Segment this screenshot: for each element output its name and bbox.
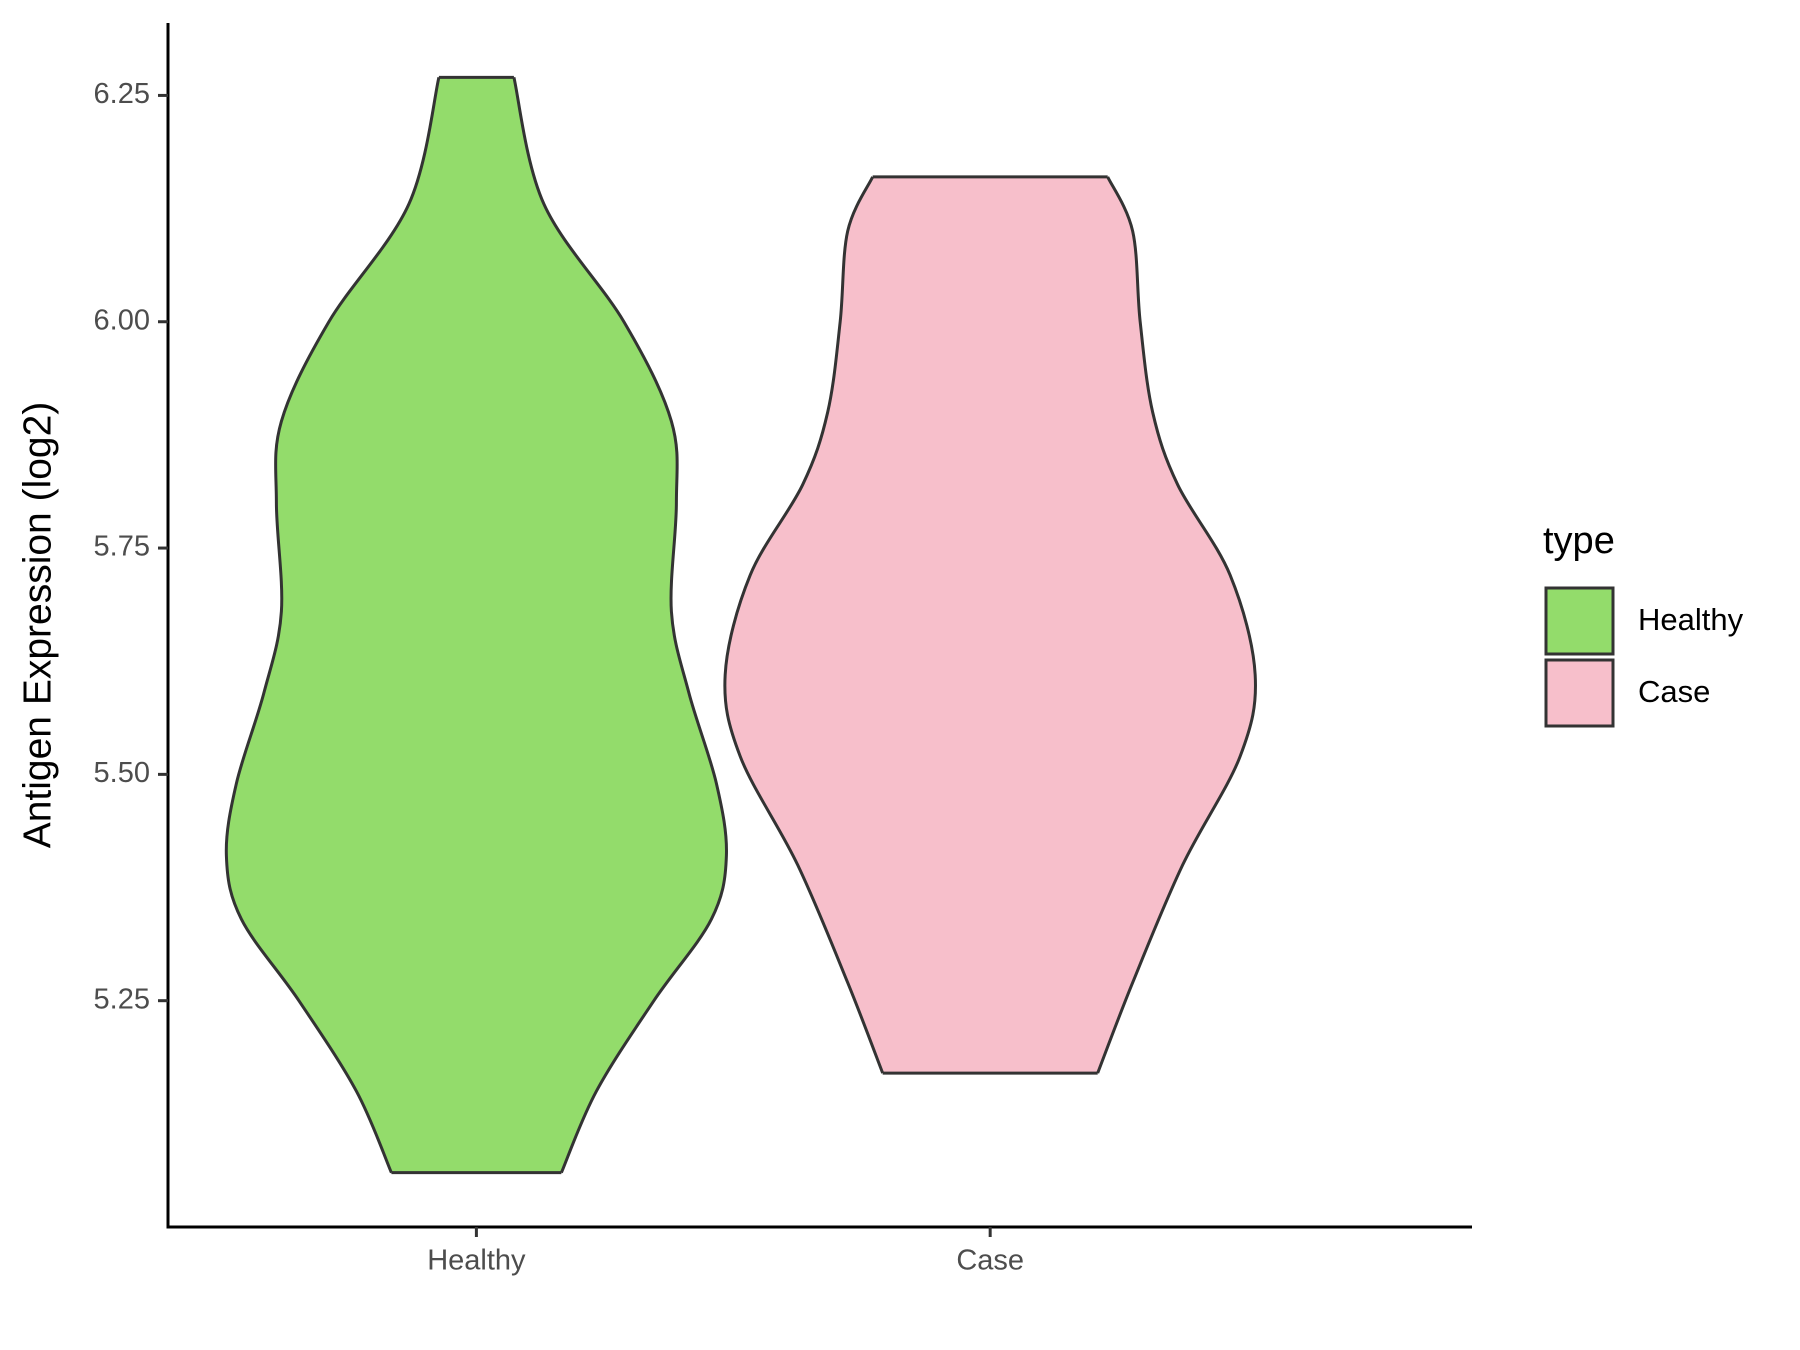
y-tick-label: 6.25 [94, 78, 150, 110]
legend-title: type [1543, 520, 1615, 562]
legend-swatch [1544, 658, 1615, 728]
legend-label: Healthy [1638, 602, 1744, 637]
legend-label: Case [1638, 674, 1710, 709]
violin-outline-left [224, 76, 441, 1174]
violin-body [724, 176, 1256, 1074]
violin-outline-right [1096, 176, 1257, 1074]
y-tick-label: 5.25 [94, 983, 150, 1015]
y-tick-label: 6.00 [94, 304, 150, 336]
y-axis-label: Antigen Expression (log2) [16, 402, 59, 849]
legend-swatch [1544, 586, 1615, 656]
violin-body [226, 77, 727, 1173]
y-tick-label: 5.75 [94, 531, 150, 563]
violin-outline-right [512, 76, 728, 1174]
x-tick-label: Healthy [427, 1245, 526, 1277]
x-tick-label: Case [956, 1245, 1024, 1277]
violin-outline-left [723, 176, 885, 1074]
y-tick-label: 5.50 [94, 757, 150, 789]
